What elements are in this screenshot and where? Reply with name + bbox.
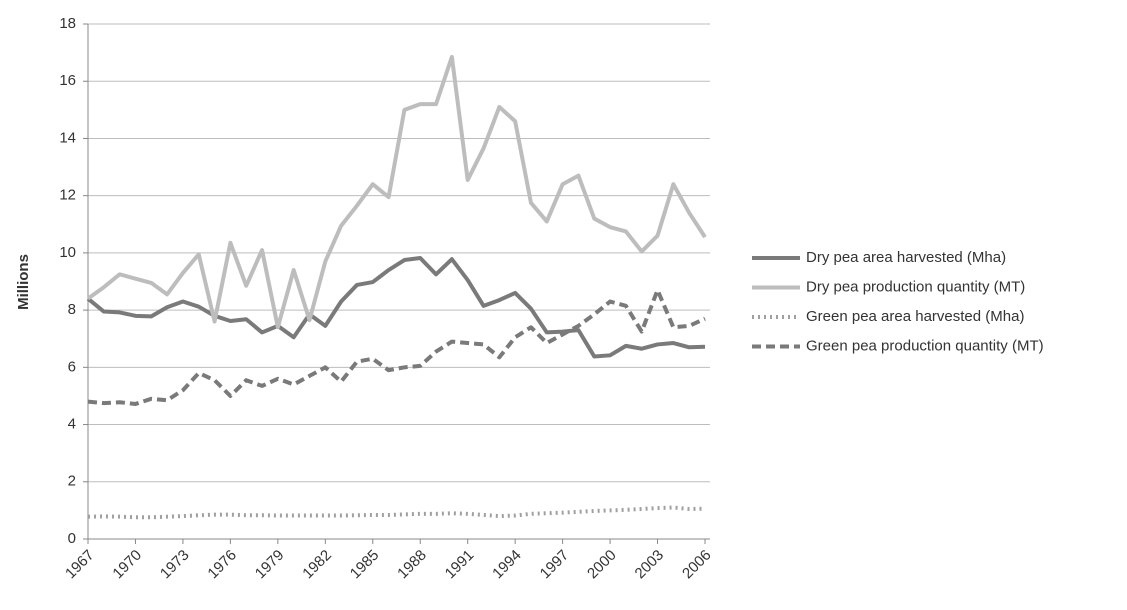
y-tick-label: 18 bbox=[59, 15, 76, 32]
x-tick-label: 1970 bbox=[109, 547, 145, 583]
x-tick-label: 1976 bbox=[204, 547, 240, 583]
y-tick-label: 0 bbox=[68, 530, 76, 547]
x-tick-label: 1979 bbox=[252, 547, 288, 583]
x-tick-label: 1994 bbox=[489, 547, 525, 583]
y-tick-label: 8 bbox=[68, 301, 76, 318]
series-line bbox=[87, 505, 706, 520]
legend-label: Green pea production quantity (MT) bbox=[806, 337, 1044, 354]
y-tick-label: 10 bbox=[59, 244, 76, 261]
x-tick-label: 1997 bbox=[537, 547, 573, 583]
x-tick-label: 2003 bbox=[632, 547, 668, 583]
x-tick-label: 1973 bbox=[157, 547, 193, 583]
x-tick-label: 1985 bbox=[347, 547, 383, 583]
y-tick-label: 2 bbox=[68, 473, 76, 490]
legend-label: Dry pea production quantity (MT) bbox=[806, 278, 1025, 295]
x-tick-label: 1982 bbox=[299, 547, 335, 583]
y-tick-label: 16 bbox=[59, 72, 76, 89]
series-line bbox=[86, 256, 706, 359]
x-tick-label: 2006 bbox=[679, 547, 715, 583]
legend-label: Dry pea area harvested (Mha) bbox=[806, 249, 1006, 266]
y-tick-label: 12 bbox=[59, 187, 76, 204]
x-tick-label: 2000 bbox=[584, 547, 620, 583]
x-tick-label: 1991 bbox=[442, 547, 478, 583]
x-tick-label: 1988 bbox=[394, 547, 430, 583]
y-tick-label: 14 bbox=[59, 129, 76, 146]
legend-label: Green pea area harvested (Mha) bbox=[806, 308, 1024, 325]
y-tick-label: 6 bbox=[68, 358, 76, 375]
y-axis-label: Millions bbox=[15, 254, 32, 310]
series-line bbox=[87, 288, 706, 406]
x-tick-label: 1967 bbox=[62, 547, 98, 583]
y-tick-label: 4 bbox=[68, 416, 76, 433]
series-line bbox=[86, 54, 707, 330]
